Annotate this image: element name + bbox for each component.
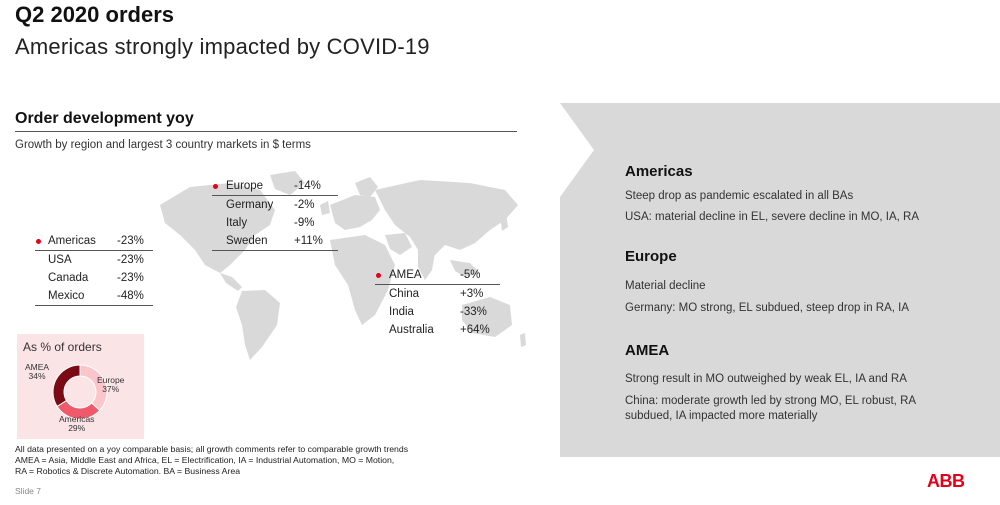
country-name: Canada — [48, 272, 89, 284]
commentary-text: Strong result in MO outweighed by weak E… — [625, 373, 907, 385]
page-subtitle: Americas strongly impacted by COVID-19 — [15, 34, 430, 59]
region-name: AMEA — [389, 269, 422, 281]
country-row: Italy -9% — [212, 214, 338, 232]
country-growth: -2% — [294, 199, 315, 211]
commentary-heading-amea: AMEA — [625, 342, 670, 359]
region-row-americas: Americas -23% — [35, 232, 153, 251]
donut-label-americas: Americas 29% — [59, 414, 95, 433]
country-row: Canada -23% — [35, 269, 153, 287]
slide-number: Slide 7 — [15, 486, 41, 496]
region-name: Americas — [48, 235, 96, 247]
commentary-heading-europe: Europe — [625, 248, 677, 265]
commentary-panel — [560, 103, 1000, 457]
region-growth: -5% — [460, 269, 481, 281]
country-growth: -33% — [460, 306, 487, 318]
region-table-europe: Europe -14% Germany -2% Italy -9% Sweden… — [212, 177, 338, 251]
bullet-icon — [36, 239, 41, 244]
country-growth: -9% — [294, 217, 315, 229]
country-growth: -23% — [117, 254, 144, 266]
footnote-line: RA = Robotics & Discrete Automation. BA … — [15, 466, 241, 476]
section-title: Order development yoy — [15, 110, 194, 127]
donut-slice-americas — [56, 399, 101, 420]
commentary-text: subdued, IA impacted more materially — [625, 410, 818, 422]
region-growth: -23% — [117, 235, 144, 247]
country-growth: -23% — [117, 272, 144, 284]
country-name: India — [389, 306, 414, 318]
donut-label-europe: Europe 37% — [97, 375, 125, 394]
country-row: India -33% — [375, 303, 500, 321]
commentary-text: Material decline — [625, 280, 706, 292]
footnote-line: AMEA = Asia, Middle East and Africa, EL … — [15, 455, 395, 465]
country-row: Germany -2% — [212, 196, 338, 214]
orders-share-box: As % of orders AMEA 34% Europe 37% Ameri… — [17, 334, 144, 439]
country-row: Sweden +11% — [212, 232, 338, 251]
orders-share-donut — [52, 364, 108, 420]
region-table-amea: AMEA -5% China +3% India -33% Australia … — [375, 266, 500, 339]
country-growth: +64% — [460, 324, 490, 336]
region-growth: -14% — [294, 180, 321, 192]
country-growth: +11% — [294, 235, 323, 247]
country-name: Germany — [226, 199, 274, 211]
commentary-text: Steep drop as pandemic escalated in all … — [625, 190, 854, 202]
commentary-text: Germany: MO strong, EL subdued, steep dr… — [625, 302, 910, 314]
page-title: Q2 2020 orders — [15, 2, 174, 27]
country-name: China — [389, 288, 420, 300]
section-description: Growth by region and largest 3 country m… — [15, 139, 311, 151]
abb-logo: ABB — [927, 471, 965, 491]
country-row: Australia +64% — [375, 321, 500, 339]
region-row-amea: AMEA -5% — [375, 266, 500, 285]
country-name: USA — [48, 254, 72, 266]
region-name: Europe — [226, 180, 264, 192]
bullet-icon — [213, 184, 218, 189]
country-row: China +3% — [375, 285, 500, 303]
commentary-text: USA: material decline in EL, severe decl… — [625, 211, 920, 223]
country-row: Mexico -48% — [35, 287, 153, 306]
country-growth: -48% — [117, 290, 144, 302]
region-row-europe: Europe -14% — [212, 177, 338, 196]
chevron-arrow-icon — [560, 103, 594, 197]
country-name: Mexico — [48, 290, 85, 302]
footnote-line: All data presented on a yoy comparable b… — [15, 444, 409, 454]
section-divider — [15, 131, 517, 132]
bullet-icon — [376, 273, 381, 278]
commentary-heading-americas: Americas — [625, 163, 693, 180]
commentary-text: China: moderate growth led by strong MO,… — [625, 395, 917, 407]
region-table-americas: Americas -23% USA -23% Canada -23% Mexic… — [35, 232, 153, 306]
donut-label-amea: AMEA 34% — [25, 362, 50, 381]
country-name: Sweden — [226, 235, 268, 247]
footnote: All data presented on a yoy comparable b… — [15, 444, 495, 477]
country-growth: +3% — [460, 288, 484, 300]
world-map — [160, 171, 526, 360]
country-name: Italy — [226, 217, 248, 229]
orders-share-title: As % of orders — [23, 340, 102, 354]
country-name: Australia — [389, 324, 434, 336]
country-row: USA -23% — [35, 251, 153, 269]
